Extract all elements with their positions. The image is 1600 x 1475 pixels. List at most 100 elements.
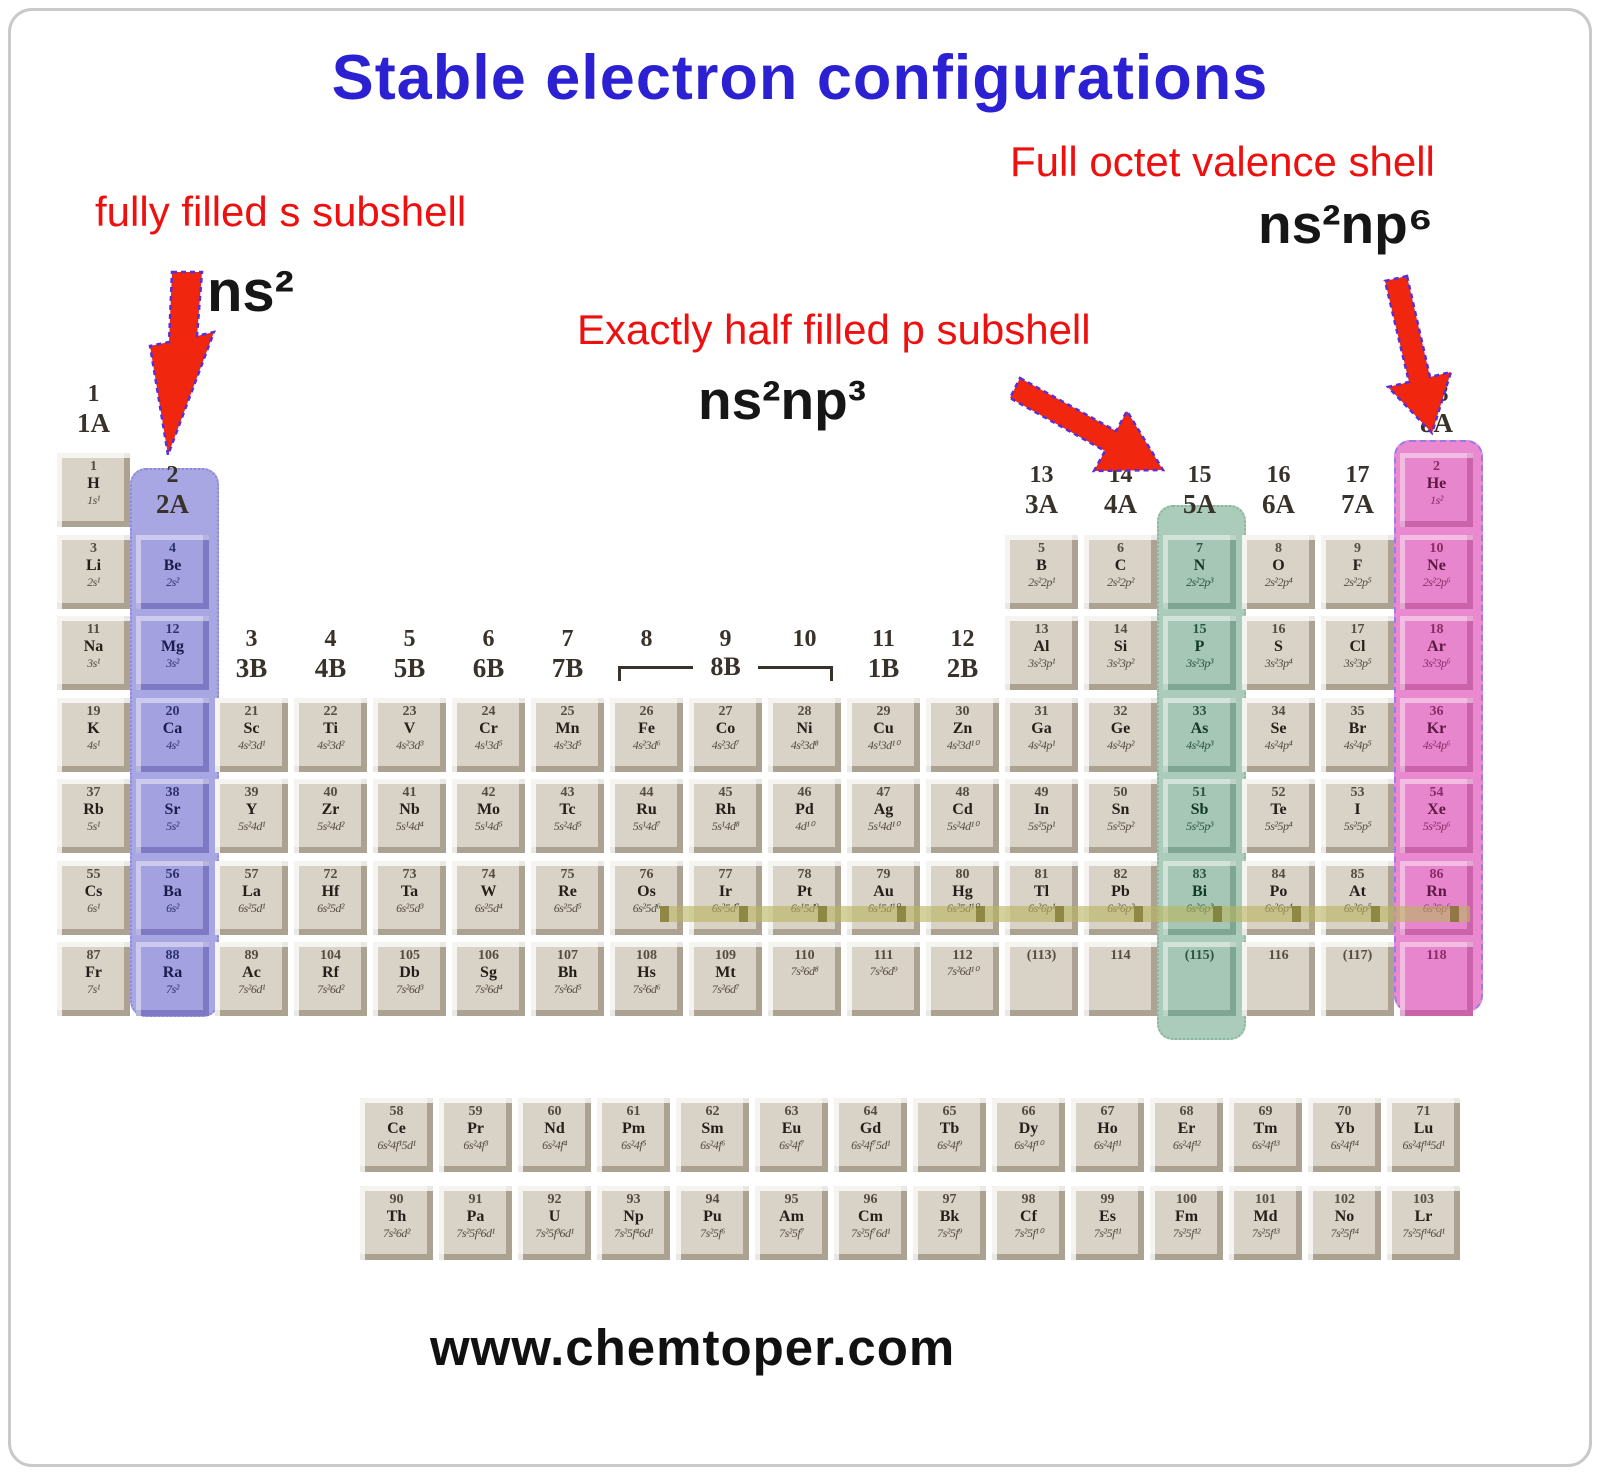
atomic-number: 105 bbox=[399, 948, 420, 963]
element-cell-Pm: 61 Pm 6s²4f⁵ bbox=[597, 1098, 670, 1172]
element-cell-Ca: 20 Ca 4s² bbox=[136, 697, 209, 772]
element-cell-Li: 3 Li 2s¹ bbox=[57, 534, 130, 609]
element-cell-Pa: 91 Pa 7s²5f²6d¹ bbox=[439, 1186, 512, 1260]
group-label: 3A bbox=[1025, 489, 1058, 519]
electron-configuration: 3s²3p⁶ bbox=[1422, 656, 1451, 670]
element-symbol: Os bbox=[637, 882, 656, 900]
electron-configuration: 4s²4p² bbox=[1107, 737, 1134, 752]
element-cell-Rh: 45 Rh 5s¹4d⁸ bbox=[689, 779, 762, 853]
element-symbol: At bbox=[1349, 882, 1366, 900]
element-symbol: Tm bbox=[1253, 1120, 1278, 1137]
electron-configuration: 2s²2p² bbox=[1107, 574, 1134, 589]
electron-configuration: 6s²5d¹ bbox=[238, 900, 265, 915]
atomic-number: 11 bbox=[86, 622, 101, 637]
atomic-number: 73 bbox=[402, 866, 417, 882]
atomic-number: 85 bbox=[1350, 866, 1365, 882]
group-header-3: 3 3B bbox=[203, 626, 300, 683]
atomic-number: 15 bbox=[1192, 622, 1207, 637]
element-symbol: Pb bbox=[1111, 882, 1130, 900]
element-cell-Re: 75 Re 6s²5d⁵ bbox=[531, 860, 604, 935]
element-symbol: In bbox=[1033, 801, 1050, 818]
element-symbol: Th bbox=[386, 1208, 407, 1225]
element-symbol: W bbox=[480, 882, 497, 900]
element-cell-Ho: 67 Ho 6s²4f¹¹ bbox=[1071, 1098, 1144, 1172]
element-cell-W: 74 W 6s²5d⁴ bbox=[452, 860, 525, 935]
group-header-15: 15 5A bbox=[1151, 462, 1248, 519]
element-symbol: Pt bbox=[796, 882, 813, 900]
electron-configuration: 5s²4d⁵ bbox=[553, 819, 582, 833]
group-label: 7A bbox=[1341, 489, 1374, 519]
element-symbol: Pd bbox=[795, 801, 814, 818]
element-cell-Dy: 66 Dy 6s²4f¹⁰ bbox=[992, 1098, 1065, 1172]
element-cell-Se: 34 Se 4s²4p⁴ bbox=[1242, 697, 1315, 772]
element-cell-B: 5 B 2s²2p¹ bbox=[1005, 534, 1078, 609]
atomic-number: 8 bbox=[1275, 540, 1282, 556]
group-label: 3B bbox=[235, 653, 268, 683]
electron-configuration: 4s²3d² bbox=[317, 737, 344, 752]
atomic-number: 78 bbox=[797, 866, 812, 882]
element-cell-Au: 79Au6s¹5d¹⁰ bbox=[847, 860, 920, 935]
atomic-number: 37 bbox=[86, 785, 101, 800]
electron-configuration: 7s²5f²6d¹ bbox=[456, 1226, 495, 1240]
electron-configuration: 4s²3d¹⁰ bbox=[946, 737, 979, 752]
electron-configuration: 5s²5p³ bbox=[1186, 819, 1213, 833]
element-cell-H: 1 H 1s¹ bbox=[57, 453, 130, 527]
element-symbol: Kr bbox=[1426, 719, 1447, 737]
electron-configuration: 7s²6d⁶ bbox=[632, 982, 661, 996]
page-title: Stable electron configurations bbox=[331, 43, 1269, 113]
element-cell-(113): (113) bbox=[1005, 942, 1078, 1016]
element-cell-Am: 95 Am 7s²5f⁷ bbox=[755, 1186, 828, 1260]
atomic-number: 47 bbox=[876, 785, 891, 800]
element-cell-Tc: 43 Tc 5s²4d⁵ bbox=[531, 779, 604, 853]
element-symbol: Se bbox=[1270, 719, 1287, 737]
group-number: 7 bbox=[561, 626, 574, 652]
element-cell-Ir: 77Ir6s²5d⁷ bbox=[689, 860, 762, 935]
atomic-number: 87 bbox=[86, 948, 101, 963]
element-symbol: Cl bbox=[1349, 638, 1366, 655]
element-cell-Sn: 50 Sn 5s²5p² bbox=[1084, 779, 1157, 853]
atomic-number: 99 bbox=[1100, 1192, 1115, 1207]
atomic-number: 1 bbox=[90, 459, 97, 474]
group-number: 2 bbox=[166, 462, 179, 488]
element-cell-Ga: 31 Ga 4s²4p¹ bbox=[1005, 697, 1078, 772]
electron-configuration: 7s²5f¹³ bbox=[1251, 1226, 1280, 1240]
atomic-number: 82 bbox=[1113, 866, 1128, 882]
electron-configuration: 7s²5f⁷6d¹ bbox=[851, 1226, 890, 1240]
atomic-number: 67 bbox=[1100, 1104, 1115, 1119]
element-cell-Si: 14 Si 3s²3p² bbox=[1084, 616, 1157, 690]
element-symbol: Cr bbox=[479, 719, 498, 737]
element-symbol: Sr bbox=[164, 801, 181, 818]
atomic-number: 23 bbox=[402, 703, 417, 719]
olive-highlight-band bbox=[660, 906, 1470, 922]
annotation-octet-label: Full octet valence shell bbox=[1010, 138, 1435, 185]
atomic-number: 19 bbox=[86, 703, 101, 719]
atomic-number: 50 bbox=[1113, 785, 1128, 800]
element-cell-Cd: 48 Cd 5s²4d¹⁰ bbox=[926, 779, 999, 853]
element-cell-Po: 84Po6s²6p⁴ bbox=[1242, 860, 1315, 935]
annotation-s-subshell-label: fully filled s subshell bbox=[95, 188, 467, 235]
element-cell-Fm: 100 Fm 7s²5f¹² bbox=[1150, 1186, 1223, 1260]
electron-configuration: 6s²4f¹³ bbox=[1251, 1138, 1280, 1152]
electron-configuration: 5s¹4d⁴ bbox=[395, 819, 424, 833]
electron-configuration: 2s²2p⁶ bbox=[1422, 574, 1451, 589]
element-cell-In: 49 In 5s²5p¹ bbox=[1005, 779, 1078, 853]
atomic-number: 17 bbox=[1350, 622, 1365, 637]
atomic-number: 46 bbox=[797, 785, 812, 800]
electron-configuration: 5s²5p⁶ bbox=[1422, 819, 1451, 833]
group-label: 1A bbox=[77, 408, 110, 438]
element-symbol: Ba bbox=[163, 882, 182, 900]
element-cell-Db: 105 Db 7s²6d³ bbox=[373, 942, 446, 1016]
group-number: 17 bbox=[1345, 462, 1370, 488]
atomic-number: 13 bbox=[1034, 622, 1049, 637]
element-cell-Nb: 41 Nb 5s¹4d⁴ bbox=[373, 779, 446, 853]
element-cell-Cr: 24 Cr 4s¹3d⁵ bbox=[452, 697, 525, 772]
electron-configuration: 3s²3p³ bbox=[1186, 656, 1213, 670]
electron-configuration: 5s²4d¹ bbox=[238, 819, 265, 833]
element-symbol: He bbox=[1426, 475, 1447, 492]
atomic-number: 30 bbox=[955, 703, 970, 719]
atomic-number: 41 bbox=[402, 785, 417, 800]
element-symbol: Zr bbox=[321, 801, 340, 818]
atomic-number: 116 bbox=[1268, 948, 1289, 963]
element-symbol: Xe bbox=[1427, 801, 1446, 818]
element-symbol: Zn bbox=[952, 719, 973, 737]
